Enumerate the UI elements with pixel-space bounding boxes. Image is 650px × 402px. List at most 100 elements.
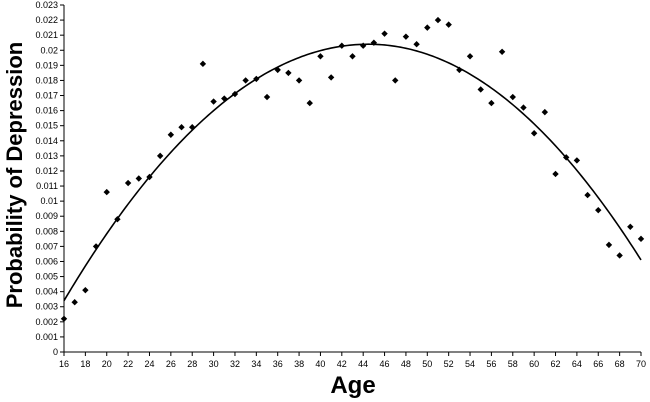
data-point <box>488 99 495 107</box>
data-point <box>295 77 303 84</box>
y-tick-label: 0.006 <box>35 256 58 266</box>
data-point <box>605 241 613 249</box>
x-tick-label: 40 <box>315 359 325 369</box>
data-point <box>509 93 516 101</box>
data-point <box>306 99 313 107</box>
data-point <box>242 77 249 84</box>
y-tick-label: 0.009 <box>35 211 58 221</box>
x-tick-label: 58 <box>508 359 518 369</box>
data-point <box>434 16 442 24</box>
x-axis-title: Age <box>330 372 375 399</box>
x-tick-label: 46 <box>380 359 390 369</box>
y-tick-label: 0.002 <box>35 317 58 327</box>
y-tick-label: 0.008 <box>35 226 58 236</box>
y-tick-label: 0.021 <box>35 30 58 40</box>
y-tick-label: 0.01 <box>40 196 58 206</box>
y-tick-label: 0.02 <box>40 45 58 55</box>
x-tick-label: 20 <box>102 359 112 369</box>
x-tick-label: 28 <box>187 359 197 369</box>
data-point <box>424 24 431 31</box>
x-tick-label: 44 <box>358 359 368 369</box>
data-points <box>60 16 645 323</box>
y-tick-label: 0.023 <box>35 0 58 10</box>
data-point <box>231 90 239 98</box>
y-tick-label: 0.022 <box>35 15 58 25</box>
data-point <box>199 60 207 68</box>
data-point <box>477 86 484 93</box>
y-tick-label: 0.019 <box>35 60 58 70</box>
data-point <box>135 175 142 182</box>
data-point <box>445 21 452 28</box>
x-tick-label: 26 <box>166 359 176 369</box>
x-tick-label: 36 <box>273 359 283 369</box>
data-point <box>381 30 388 37</box>
data-point <box>263 93 271 101</box>
y-tick-label: 0.005 <box>35 272 58 282</box>
data-point <box>563 154 570 161</box>
x-tick-label: 54 <box>465 359 475 369</box>
x-tick-label: 70 <box>636 359 646 369</box>
data-point <box>60 315 68 323</box>
x-tick-label: 60 <box>529 359 539 369</box>
data-point <box>392 77 399 84</box>
x-tick-label: 62 <box>551 359 561 369</box>
x-tick-label: 30 <box>209 359 219 369</box>
data-point <box>584 191 591 199</box>
x-tick-label: 48 <box>401 359 411 369</box>
data-point <box>349 53 356 60</box>
data-point <box>167 131 175 138</box>
data-point <box>338 42 346 49</box>
data-point <box>552 170 559 178</box>
x-tick-label: 52 <box>444 359 454 369</box>
data-point <box>402 33 410 40</box>
y-axis: 0 0.001 0.002 0.003 0.004 0.005 0.006 0.007 0.00… <box>35 0 65 357</box>
data-point <box>370 39 378 46</box>
x-tick-label: 42 <box>337 359 347 369</box>
x-tick-label: 66 <box>593 359 603 369</box>
quadratic-trendline <box>63 43 642 302</box>
y-tick-label: 0.004 <box>35 287 58 297</box>
y-tick-label: 0.018 <box>35 75 58 85</box>
x-tick-label: 68 <box>615 359 625 369</box>
data-point <box>498 48 506 55</box>
data-point <box>466 53 474 60</box>
y-tick-label: 0.015 <box>35 121 58 131</box>
data-point <box>616 252 623 259</box>
y-axis-title: Probability of Depression <box>2 42 27 309</box>
x-tick-label: 38 <box>294 359 304 369</box>
x-tick-label: 56 <box>486 359 496 369</box>
x-axis: 16 18 20 22 24 26 28 30 32 34 36 38 40 42 44 46 48 50 52 54… <box>59 351 646 369</box>
data-point <box>359 42 367 49</box>
y-tick-label: 0.007 <box>35 241 58 251</box>
data-point <box>327 74 335 81</box>
x-tick-label: 16 <box>59 359 69 369</box>
data-point <box>285 69 292 77</box>
data-point <box>82 286 89 294</box>
y-tick-label: 0.003 <box>35 302 58 312</box>
data-point <box>146 173 153 181</box>
y-tick-label: 0.001 <box>35 332 58 342</box>
data-point <box>541 108 549 116</box>
data-point <box>178 124 185 131</box>
data-point <box>317 53 324 60</box>
x-tick-label: 64 <box>572 359 582 369</box>
x-tick-label: 34 <box>251 359 261 369</box>
data-point <box>627 223 634 230</box>
y-tick-label: 0.011 <box>36 181 58 191</box>
x-tick-label: 22 <box>123 359 133 369</box>
data-point <box>221 95 228 102</box>
y-tick-label: 0.014 <box>35 136 58 146</box>
y-tick-label: 0 <box>53 347 58 357</box>
data-point <box>114 216 121 223</box>
data-point <box>71 299 78 306</box>
data-point <box>253 75 260 83</box>
data-point <box>103 188 110 196</box>
data-point <box>573 157 581 164</box>
data-point <box>156 152 164 160</box>
x-tick-label: 32 <box>230 359 240 369</box>
data-point <box>530 130 538 137</box>
data-point <box>92 243 100 250</box>
data-point <box>189 124 196 131</box>
data-point <box>637 235 645 243</box>
